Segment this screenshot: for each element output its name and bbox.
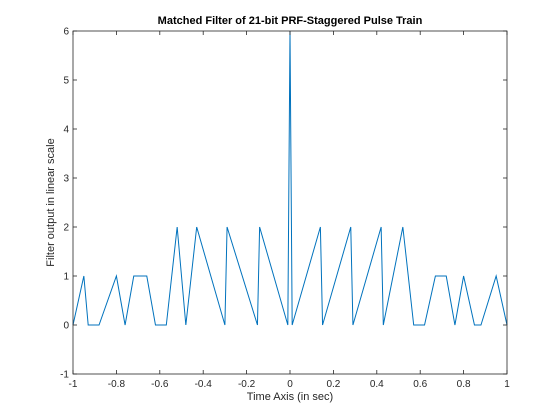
x-axis-ticks: -1 -0.8 -0.6 -0.4 -0.2 0 0.2 0.4 0.6 0.8 1 bbox=[69, 31, 510, 390]
x-tick-label: -0.6 bbox=[151, 379, 169, 390]
y-tick-label: 3 bbox=[63, 174, 69, 185]
y-tick-label: 0 bbox=[63, 321, 69, 332]
y-tick-label: -1 bbox=[60, 370, 69, 381]
y-tick-label: 1 bbox=[63, 272, 69, 283]
x-tick-label: 1 bbox=[504, 379, 510, 390]
x-tick-label: -0.8 bbox=[108, 379, 126, 390]
x-axis-label: Time Axis (in sec) bbox=[247, 391, 333, 403]
x-tick-label: 0.2 bbox=[326, 379, 340, 390]
x-tick-label: 0.6 bbox=[413, 379, 427, 390]
y-axis-label: Filter output in linear scale bbox=[45, 138, 57, 266]
x-tick-label: 0.4 bbox=[370, 379, 384, 390]
x-tick-label: -0.2 bbox=[238, 379, 256, 390]
x-tick-label: 0.8 bbox=[457, 379, 471, 390]
y-tick-label: 5 bbox=[63, 76, 69, 87]
x-tick-label: 0 bbox=[287, 379, 293, 390]
x-tick-label: -0.4 bbox=[195, 379, 213, 390]
y-axis-ticks: -1 0 1 2 3 4 5 6 bbox=[60, 27, 507, 381]
y-tick-label: 6 bbox=[63, 27, 69, 38]
y-tick-label: 2 bbox=[63, 223, 69, 234]
y-tick-label: 4 bbox=[63, 125, 69, 136]
x-tick-label: -1 bbox=[69, 379, 78, 390]
chart-title: Matched Filter of 21-bit PRF-Staggered P… bbox=[158, 15, 423, 27]
